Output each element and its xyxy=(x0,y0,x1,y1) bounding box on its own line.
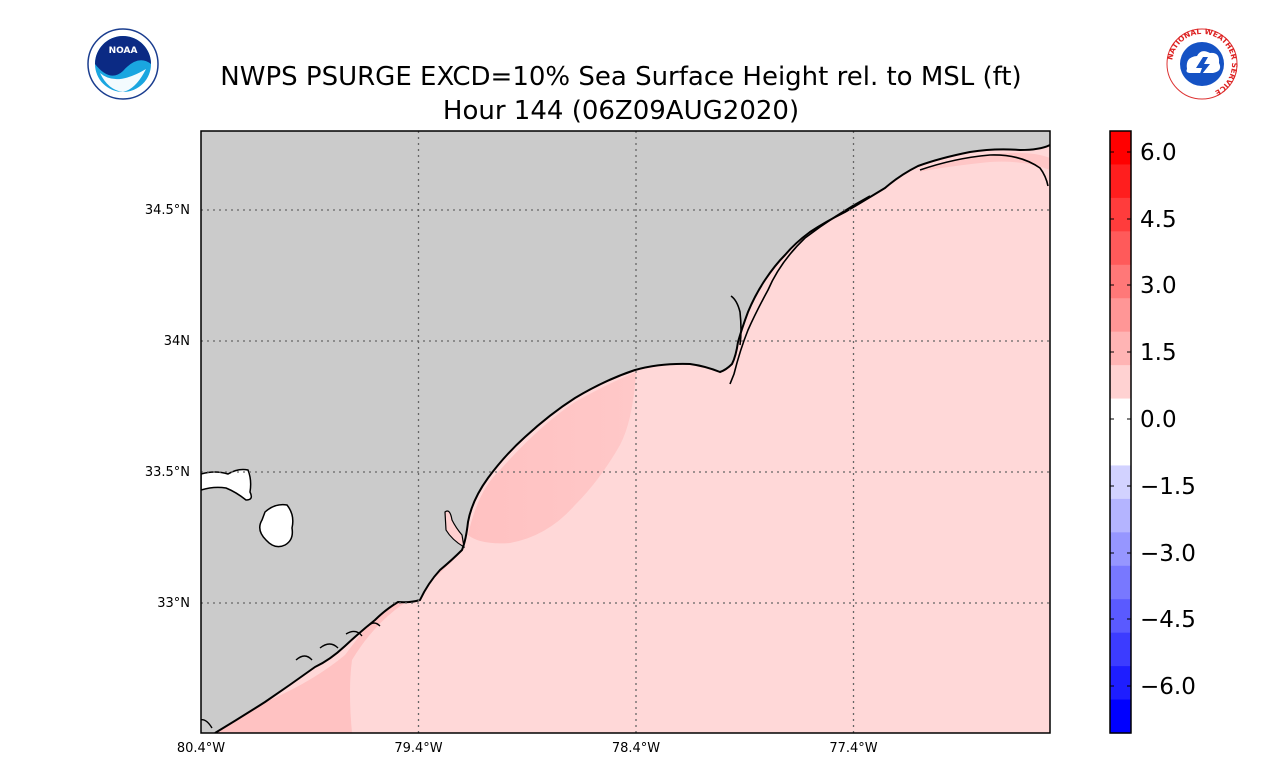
lat-tick-label: 33.5°N xyxy=(145,465,190,480)
map-subtitle: Hour 144 (06Z09AUG2020) xyxy=(442,96,800,126)
noaa-logo-text: NOAA xyxy=(109,46,138,56)
colorbar-label: 3.0 xyxy=(1140,273,1177,299)
lat-tick-label: 33°N xyxy=(157,596,190,611)
colorbar-segment xyxy=(1110,565,1131,600)
colorbar-segment xyxy=(1110,398,1131,433)
barrier-island-central xyxy=(729,195,871,385)
lon-tick-label: 78.4°W xyxy=(612,741,660,756)
colorbar-segment xyxy=(1110,532,1131,567)
map-title: NWPS PSURGE EXCD=10% Sea Surface Height … xyxy=(220,62,1022,92)
nws-logo: NATIONAL WEATHER SERVICE xyxy=(1165,27,1239,100)
colorbar-segment xyxy=(1110,264,1131,299)
colorbar-label: −6.0 xyxy=(1140,674,1196,700)
colorbar-segment xyxy=(1110,365,1131,400)
colorbar-segment xyxy=(1110,465,1131,500)
colorbar-label: 0.0 xyxy=(1140,407,1177,433)
colorbar-label: 6.0 xyxy=(1140,140,1177,166)
colorbar-label: 1.5 xyxy=(1140,340,1177,366)
colorbar-segment xyxy=(1110,632,1131,667)
colorbar-label: −3.0 xyxy=(1140,541,1196,567)
colorbar xyxy=(1110,131,1131,734)
colorbar-label: −4.5 xyxy=(1140,607,1196,633)
land-area xyxy=(201,131,1050,733)
lon-tick-label: 80.4°W xyxy=(177,741,225,756)
colorbar-segment xyxy=(1110,666,1131,701)
lake-marion xyxy=(201,468,253,501)
colorbar-segment xyxy=(1110,498,1131,533)
lat-tick-label: 34.5°N xyxy=(145,203,190,218)
lon-gridlines xyxy=(417,131,855,733)
cape-fear-river xyxy=(730,295,742,346)
lake-moultrie xyxy=(259,503,294,548)
colorbar-segment xyxy=(1110,231,1131,266)
lon-tick-label: 77.4°W xyxy=(829,741,877,756)
coastline xyxy=(214,144,1050,733)
colorbar-segment xyxy=(1110,699,1131,734)
colorbar-label: 4.5 xyxy=(1140,207,1177,233)
barrier-island-north xyxy=(919,154,1049,187)
coastal-inlets xyxy=(201,622,381,729)
lat-tick-label: 34N xyxy=(164,334,190,349)
surge-band-long-bay xyxy=(468,372,636,544)
winyah-bay xyxy=(444,510,465,549)
noaa-logo: NOAA xyxy=(87,28,159,100)
colorbar-segment xyxy=(1110,331,1131,366)
map-frame xyxy=(200,130,1051,734)
colorbar-segment xyxy=(1110,298,1131,333)
colorbar-label: −1.5 xyxy=(1140,474,1196,500)
lon-tick-label: 79.4°W xyxy=(394,741,442,756)
colorbar-segment xyxy=(1110,432,1131,467)
colorbar-segment xyxy=(1110,164,1131,199)
surge-band-southwest xyxy=(201,545,468,733)
colorbar-segment xyxy=(1110,197,1131,232)
colorbar-segment xyxy=(1110,599,1131,634)
colorbar-segment xyxy=(1110,131,1131,166)
colorbar-frame xyxy=(1109,130,1132,734)
